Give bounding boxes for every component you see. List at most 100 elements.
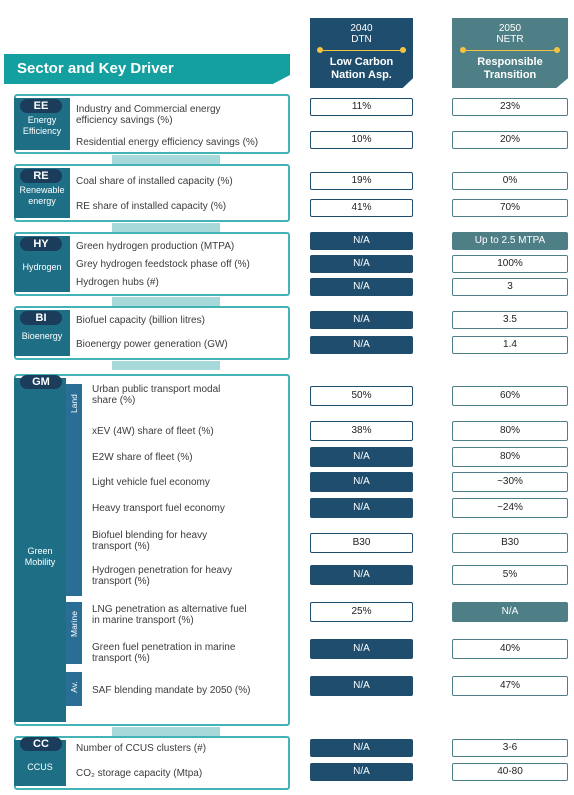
scenario-name-line1: Responsible [477, 56, 543, 68]
scenario-year: 2040 [350, 23, 373, 34]
value-dtn: 41% [310, 199, 413, 217]
driver-label: Bioenergy power generation (GW) [76, 339, 228, 350]
value-netr: 0% [452, 172, 568, 190]
value-dtn: N/A [310, 639, 413, 659]
value-dtn: 38% [310, 421, 413, 441]
value-netr: 5% [452, 565, 568, 585]
submode-marine: Marine [66, 602, 82, 664]
value-dtn: N/A [310, 472, 413, 492]
value-dtn: 11% [310, 98, 413, 116]
value-dtn: N/A [310, 676, 413, 696]
value-dtn: N/A [310, 255, 413, 273]
value-dtn: 50% [310, 386, 413, 406]
connector [112, 155, 220, 164]
value-dtn: N/A [310, 739, 413, 757]
sector-code-badge: BI [20, 311, 62, 325]
submode-land: Land [66, 384, 82, 596]
scenario-header-netr: 2050 NETR Responsible Transition [452, 18, 568, 88]
driver-label: CO₂ storage capacity (Mtpa) [76, 768, 203, 779]
sector-code-badge: EE [20, 99, 62, 113]
value-netr: 40% [452, 639, 568, 659]
sector-name-line2: energy [28, 196, 56, 206]
driver-label: Hydrogen hubs (#) [76, 277, 159, 288]
scenario-code: NETR [496, 34, 524, 45]
sector-sidebar-gm: Green Mobility [14, 378, 66, 722]
driver-label: Industry and Commercial energy efficiency… [76, 104, 221, 126]
driver-label: Hydrogen penetration for heavy transport … [92, 565, 233, 587]
value-dtn: 19% [310, 172, 413, 190]
driver-label: SAF blending mandate by 2050 (%) [92, 685, 251, 696]
value-dtn: N/A [310, 565, 413, 585]
driver-label: Green fuel penetration in marine transpor… [92, 642, 236, 664]
value-dtn: B30 [310, 533, 413, 553]
sector-name-line2: Mobility [24, 557, 56, 567]
driver-label: E2W share of fleet (%) [92, 452, 193, 463]
value-netr: 20% [452, 131, 568, 149]
value-dtn: N/A [310, 336, 413, 354]
page-title: Sector and Key Driver [4, 54, 290, 84]
scenario-name-line1: Low Carbon [329, 56, 394, 68]
value-netr: 60% [452, 386, 568, 406]
sector-name-line1: Bioenergy [21, 331, 63, 341]
connector [112, 361, 220, 370]
value-netr: 47% [452, 676, 568, 696]
value-netr: ~24% [452, 498, 568, 518]
driver-label: LNG penetration as alternative fuel in ma… [92, 604, 247, 626]
driver-label: Urban public transport modal share (%) [92, 384, 221, 406]
sector-name-line2: Efficiency [22, 126, 62, 136]
value-dtn: 25% [310, 602, 413, 622]
value-netr: B30 [452, 533, 568, 553]
submode-aviation: Av. [66, 672, 82, 706]
driver-label: Heavy transport fuel economy [92, 503, 225, 514]
value-netr: 3.5 [452, 311, 568, 329]
value-dtn: N/A [310, 311, 413, 329]
timeline-icon [460, 46, 560, 55]
scenario-header-dtn: 2040 DTN Low Carbon Nation Asp. [310, 18, 413, 88]
scenario-code: DTN [351, 34, 372, 45]
value-netr: 3 [452, 278, 568, 296]
scenario-name-line2: Transition [483, 69, 537, 81]
sector-name-line1: CCUS [27, 762, 53, 772]
value-netr: 100% [452, 255, 568, 273]
sector-name-line1: Green [27, 546, 53, 556]
value-netr: 3-6 [452, 739, 568, 757]
driver-label: Biofuel capacity (billion litres) [76, 315, 205, 326]
driver-label: Residential energy efficiency savings (%… [76, 137, 259, 148]
driver-label: Green hydrogen production (MTPA) [76, 241, 235, 252]
value-netr: 23% [452, 98, 568, 116]
value-netr: 1.4 [452, 336, 568, 354]
value-netr: N/A [452, 602, 568, 622]
driver-label: Biofuel blending for heavy transport (%) [92, 530, 208, 552]
driver-label: Light vehicle fuel economy [92, 477, 210, 488]
scenario-name-line2: Nation Asp. [331, 69, 392, 81]
value-dtn: N/A [310, 498, 413, 518]
value-netr: 40-80 [452, 763, 568, 781]
value-dtn: N/A [310, 278, 413, 296]
value-netr: 80% [452, 447, 568, 467]
value-dtn: N/A [310, 447, 413, 467]
value-dtn: 10% [310, 131, 413, 149]
value-dtn: N/A [310, 763, 413, 781]
sector-code-badge: CC [20, 737, 62, 751]
value-dtn: N/A [310, 232, 413, 250]
driver-label: Number of CCUS clusters (#) [76, 743, 207, 754]
connector [112, 727, 220, 736]
driver-label: Coal share of installed capacity (%) [76, 176, 233, 187]
driver-label: RE share of installed capacity (%) [76, 201, 227, 212]
sector-code-badge: HY [20, 237, 62, 251]
scenario-year: 2050 [498, 23, 522, 34]
sector-name-line1: Energy [27, 115, 57, 125]
connector [112, 223, 220, 232]
value-netr: 70% [452, 199, 568, 217]
connector [112, 297, 220, 306]
value-netr: Up to 2.5 MTPA [452, 232, 568, 250]
driver-label: Grey hydrogen feedstock phase off (%) [76, 259, 250, 270]
driver-label: xEV (4W) share of fleet (%) [92, 426, 214, 437]
sector-code-badge: RE [20, 169, 62, 183]
value-netr: 80% [452, 421, 568, 441]
value-netr: ~30% [452, 472, 568, 492]
timeline-icon [317, 46, 406, 55]
sector-name-line1: Hydrogen [22, 262, 62, 272]
sector-code-badge: GM [20, 375, 62, 389]
sector-name-line1: Renewable [19, 185, 65, 195]
